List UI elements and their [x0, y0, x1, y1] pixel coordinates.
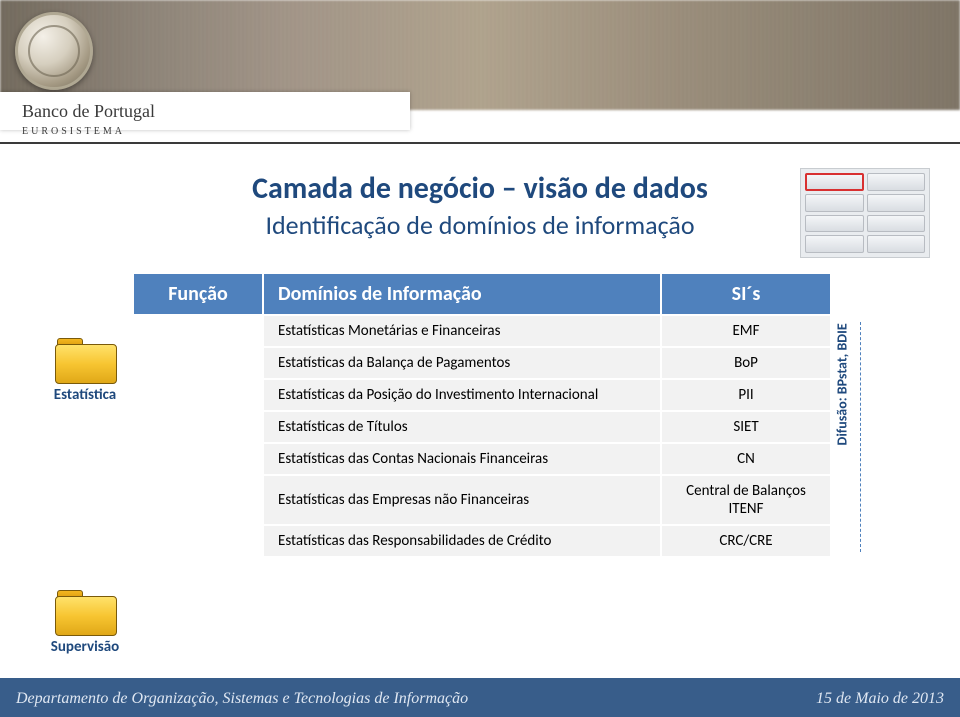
- folder-estatistica: Estatística: [35, 338, 135, 404]
- difusao-text: Difusão: BPstat, BDIE: [834, 323, 851, 445]
- footer-right: 15 de Maio de 2013: [816, 690, 944, 708]
- difusao-line: [860, 322, 861, 552]
- dom-cell: Estatísticas das Empresas não Financeira…: [263, 475, 661, 525]
- table-row: Estatísticas Monetárias e Financeiras EM…: [133, 315, 831, 347]
- sis-cell: SIET: [661, 411, 831, 443]
- table-header-row: Função Domínios de Informação SI´s: [133, 273, 831, 315]
- header-rule: [0, 142, 960, 144]
- header-sis: SI´s: [661, 273, 831, 315]
- brand-subtext: EUROSISTEMA: [22, 126, 125, 137]
- mini-cell: [805, 215, 864, 233]
- mini-cell: [867, 173, 926, 191]
- dom-cell: Estatísticas das Contas Nacionais Financ…: [263, 443, 661, 475]
- folder-label-text: Supervisão: [51, 638, 119, 656]
- coin-logo: [15, 12, 93, 90]
- dom-cell: Estatísticas das Responsabilidades de Cr…: [263, 525, 661, 557]
- sis-cell: CN: [661, 443, 831, 475]
- difusao-annotation: Difusão: BPstat, BDIE: [840, 322, 880, 552]
- sis-cell: PII: [661, 379, 831, 411]
- header-dom: Domínios de Informação: [263, 273, 661, 315]
- folder-icon: [55, 338, 115, 382]
- mini-cell: [805, 194, 864, 212]
- sis-cell: BoP: [661, 347, 831, 379]
- footer-left: Departamento de Organização, Sistemas e …: [16, 690, 468, 708]
- info-table: Função Domínios de Informação SI´s Estat…: [132, 272, 832, 558]
- folder-supervisao: Supervisão: [35, 590, 135, 656]
- func-cell: [133, 315, 263, 557]
- dom-cell: Estatísticas da Balança de Pagamentos: [263, 347, 661, 379]
- info-table-wrap: Função Domínios de Informação SI´s Estat…: [132, 272, 832, 558]
- dom-cell: Estatísticas da Posição do Investimento …: [263, 379, 661, 411]
- folder-icon: [55, 590, 115, 634]
- folder-label-text: Estatística: [54, 386, 116, 404]
- mini-cell: [805, 173, 864, 191]
- sis-cell: Central de Balanços ITENF: [661, 475, 831, 525]
- mini-cell: [867, 235, 926, 253]
- sis-cell: CRC/CRE: [661, 525, 831, 557]
- brand-text: Banco de Portugal: [22, 101, 155, 122]
- footer-bar: Departamento de Organização, Sistemas e …: [0, 681, 960, 717]
- sis-cell: EMF: [661, 315, 831, 347]
- mini-diagram: [800, 168, 930, 258]
- mini-cell: [805, 235, 864, 253]
- dom-cell: Estatísticas de Títulos: [263, 411, 661, 443]
- mini-cell: [867, 215, 926, 233]
- dom-cell: Estatísticas Monetárias e Financeiras: [263, 315, 661, 347]
- brand-bar: Banco de Portugal: [0, 92, 410, 130]
- header-func: Função: [133, 273, 263, 315]
- mini-cell: [867, 194, 926, 212]
